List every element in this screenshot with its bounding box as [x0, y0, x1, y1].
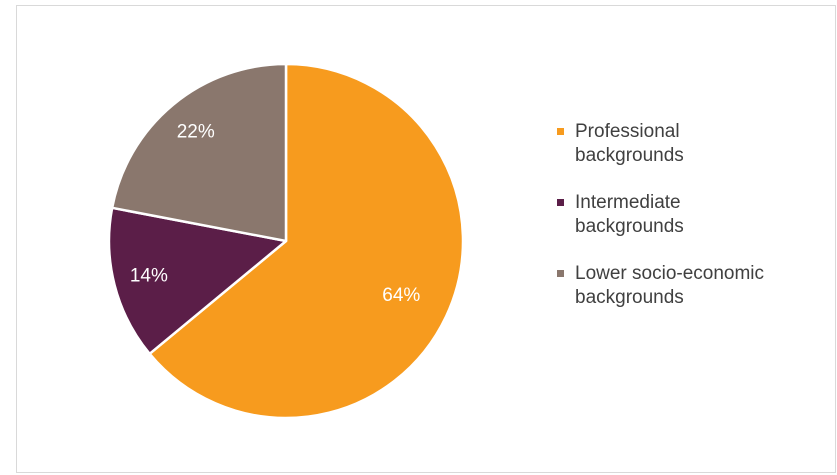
legend-item-professional: Professional backgrounds: [557, 120, 827, 168]
legend-swatch-lower-socio-economic: [557, 270, 564, 277]
legend-swatch-intermediate: [557, 199, 564, 206]
legend-swatch-professional: [557, 128, 564, 135]
data-label-lower-socio-economic-backgrounds: 22%: [177, 121, 215, 142]
legend-item-intermediate: Intermediate backgrounds: [557, 191, 827, 239]
legend-item-lower-socio-economic: Lower socio-economic backgrounds: [557, 262, 827, 310]
pie-slice-lower-socio-economic-backgrounds: [110, 62, 288, 243]
pie-slice-intermediate-backgrounds: [107, 206, 288, 356]
pie-slice-professional-backgrounds: [148, 62, 465, 420]
data-label-professional-backgrounds: 64%: [382, 285, 420, 306]
data-label-intermediate-backgrounds: 14%: [130, 266, 168, 287]
legend-label-lower-socio-economic: Lower socio-economic backgrounds: [575, 263, 765, 308]
legend-label-intermediate: Intermediate backgrounds: [575, 192, 684, 237]
legend-label-professional: Professional backgrounds: [575, 121, 684, 166]
chart-legend: Professional backgrounds Intermediate ba…: [557, 120, 827, 333]
